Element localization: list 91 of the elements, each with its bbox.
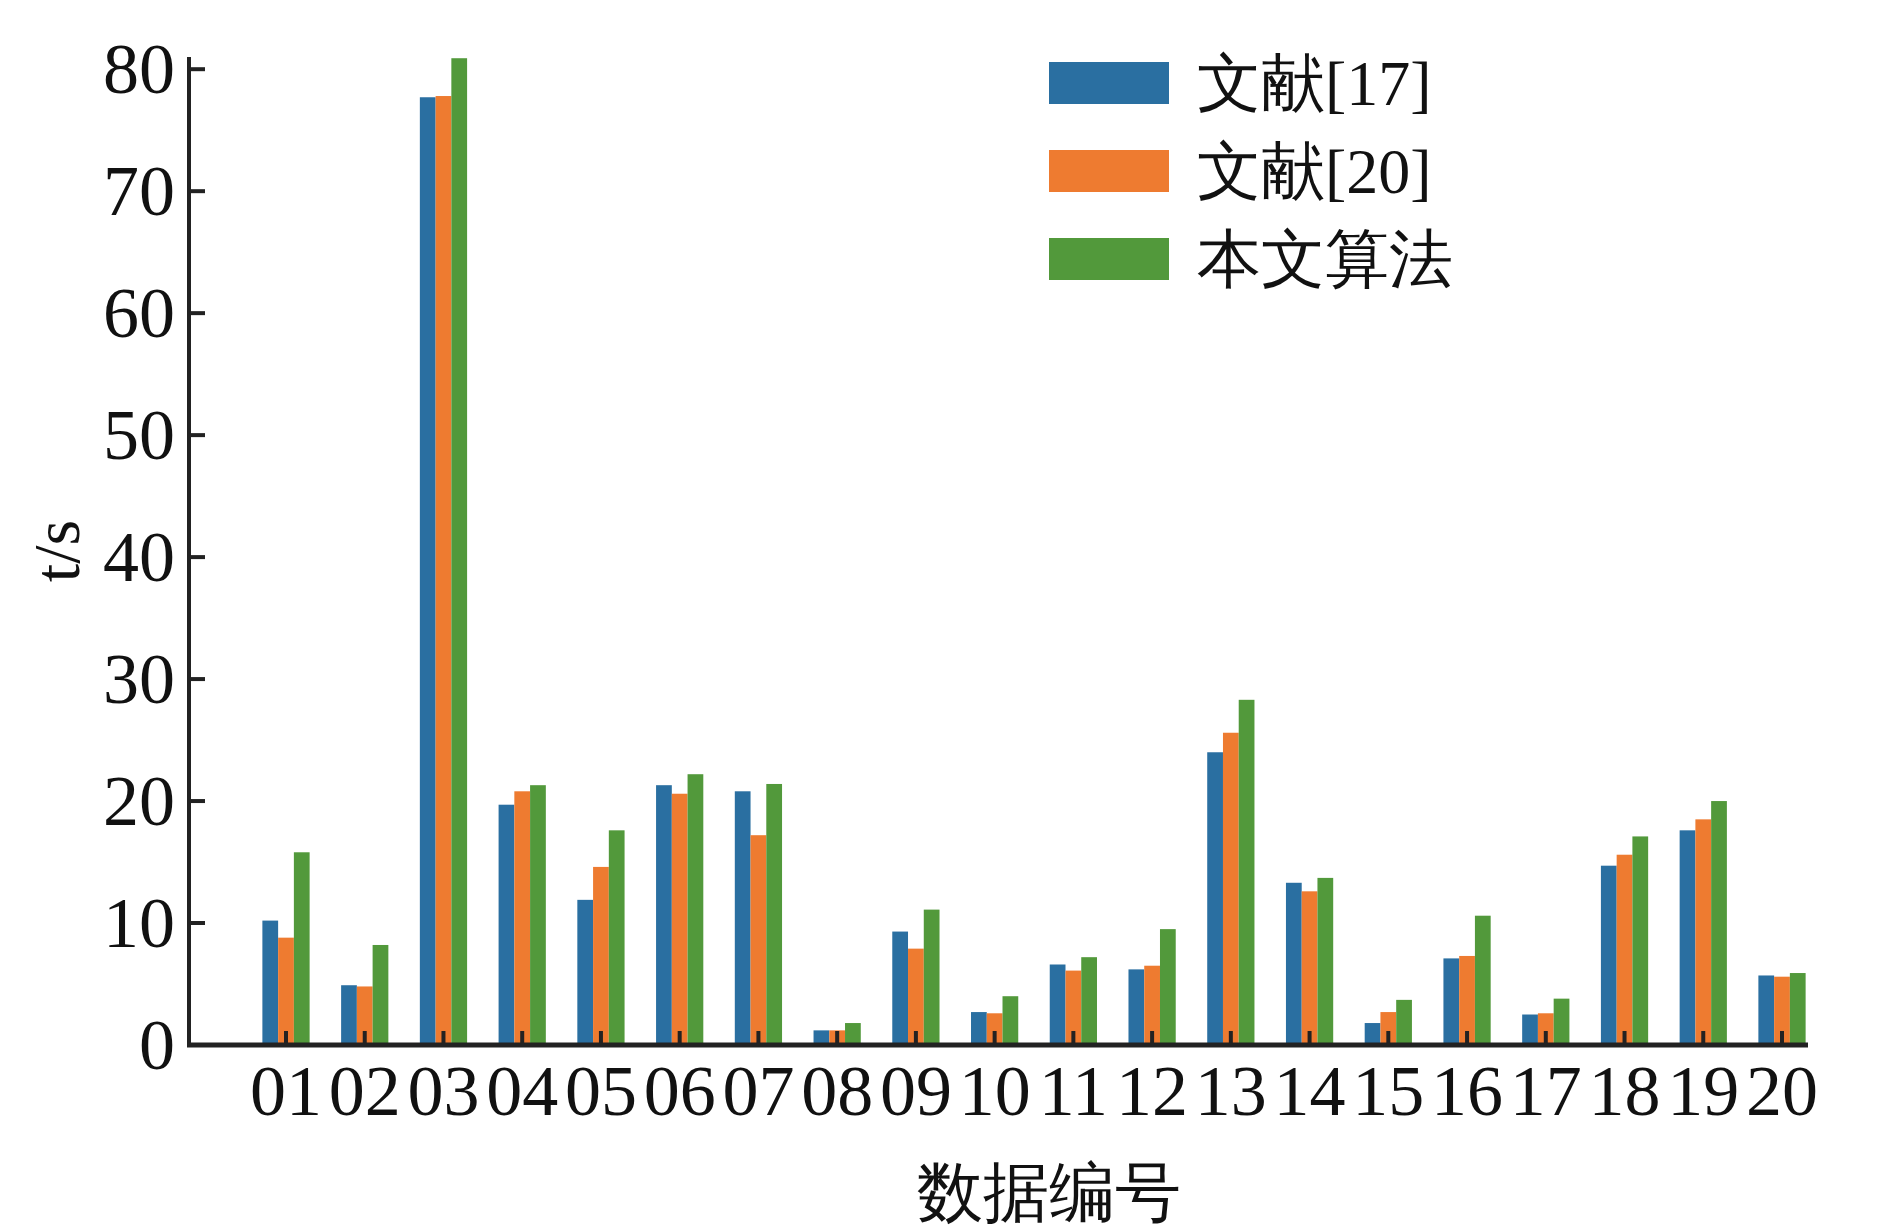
x-tick-label: 03 <box>407 1051 480 1131</box>
x-tick-label: 18 <box>1588 1051 1661 1131</box>
bar <box>1049 964 1066 1045</box>
bar <box>766 783 783 1045</box>
bar <box>419 97 436 1045</box>
bar <box>1474 915 1491 1045</box>
bar <box>608 830 625 1045</box>
bar <box>1443 958 1460 1045</box>
bar <box>577 899 594 1045</box>
bar <box>845 1023 861 1045</box>
bar <box>1144 965 1160 1045</box>
y-tick-label: 50 <box>103 395 175 476</box>
bar <box>341 985 357 1045</box>
x-tick-label: 08 <box>801 1051 874 1131</box>
bar <box>1396 999 1412 1045</box>
bar <box>278 937 294 1045</box>
x-tick-label: 13 <box>1194 1051 1267 1131</box>
bar <box>293 852 310 1045</box>
bar <box>1758 975 1775 1045</box>
bar <box>262 920 279 1045</box>
x-axis-title: 数据编号 <box>916 1156 1181 1228</box>
legend-label: 文献[17] <box>1197 47 1432 119</box>
bar <box>892 931 909 1045</box>
bar <box>451 58 468 1045</box>
bar <box>1207 752 1223 1045</box>
bar <box>1301 891 1318 1045</box>
bar <box>372 944 389 1045</box>
x-tick-label: 01 <box>250 1051 322 1131</box>
bar <box>1065 970 1082 1045</box>
x-tick-label: 04 <box>486 1051 559 1131</box>
bar <box>687 774 704 1045</box>
bar <box>986 1013 1003 1045</box>
bar <box>1679 830 1696 1045</box>
x-tick-label: 07 <box>722 1051 795 1131</box>
bar <box>750 835 767 1045</box>
x-tick-label: 17 <box>1509 1051 1582 1131</box>
bar <box>435 96 452 1045</box>
y-tick-label: 80 <box>103 29 175 110</box>
bar <box>1238 699 1255 1045</box>
legend-label: 文献[20] <box>1197 135 1432 207</box>
x-tick-label: 16 <box>1431 1051 1504 1131</box>
bar <box>1002 996 1019 1045</box>
x-tick-label: 11 <box>1038 1051 1109 1131</box>
bar <box>656 785 672 1045</box>
bar <box>1600 865 1617 1045</box>
y-tick-label: 40 <box>103 517 175 598</box>
x-tick-label: 19 <box>1667 1051 1740 1131</box>
bar <box>514 791 531 1045</box>
x-tick-label: 14 <box>1273 1051 1346 1131</box>
y-tick-label: 10 <box>103 883 175 964</box>
bar <box>1222 732 1239 1045</box>
bar <box>1632 836 1649 1045</box>
bar <box>1695 819 1712 1045</box>
y-tick-label: 60 <box>103 273 175 354</box>
bar <box>1459 955 1475 1045</box>
bar <box>1285 882 1302 1045</box>
y-tick-label: 0 <box>139 1005 175 1085</box>
bar <box>1537 1013 1554 1045</box>
bar <box>1789 973 1806 1045</box>
x-tick-label: 12 <box>1116 1051 1189 1131</box>
bar <box>1553 998 1570 1045</box>
x-tick-label: 05 <box>564 1051 637 1131</box>
x-tick-label: 06 <box>643 1051 716 1131</box>
bar <box>1522 1014 1538 1045</box>
x-tick-label: 10 <box>958 1051 1031 1131</box>
x-tick-label: 02 <box>328 1051 401 1131</box>
bar <box>356 986 373 1045</box>
bar <box>1616 854 1633 1045</box>
bar <box>1317 877 1334 1045</box>
x-tick-label: 09 <box>879 1051 952 1131</box>
bar <box>1128 969 1145 1045</box>
bar <box>498 804 515 1045</box>
bar <box>671 793 688 1045</box>
y-tick-label: 70 <box>103 151 175 232</box>
bar <box>1380 1012 1397 1045</box>
legend-label: 本文算法 <box>1197 223 1453 295</box>
bar <box>593 866 609 1045</box>
bar <box>1711 801 1727 1045</box>
bar <box>530 785 546 1045</box>
bar <box>1081 957 1097 1045</box>
y-tick-label: 30 <box>103 639 175 720</box>
y-axis-title: t/s <box>19 519 93 583</box>
bar <box>1774 976 1790 1045</box>
bar <box>1159 929 1176 1045</box>
x-tick-label: 15 <box>1352 1051 1425 1131</box>
bar <box>923 909 940 1045</box>
bar <box>908 948 924 1045</box>
x-tick-label: 20 <box>1746 1051 1818 1131</box>
y-tick-label: 20 <box>103 761 175 842</box>
bar <box>971 1012 987 1045</box>
bar <box>734 791 751 1045</box>
